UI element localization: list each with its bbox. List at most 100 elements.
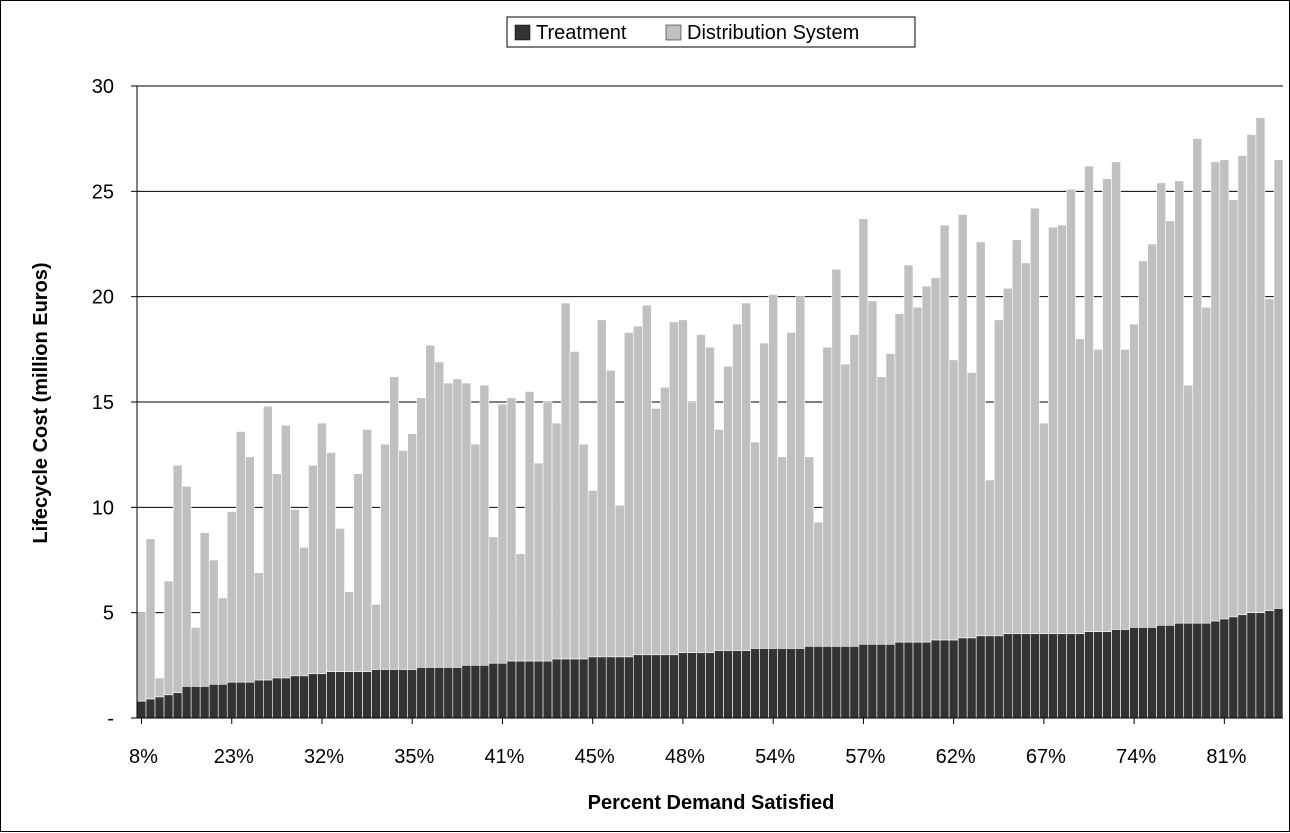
bar-treatment [190,686,201,719]
bar-treatment [975,635,986,719]
x-tick-label: 54% [755,746,795,768]
bar-treatment [876,643,887,719]
bar-distribution-system [903,264,914,643]
bar-distribution-system [632,325,643,656]
bar-distribution-system [299,547,309,677]
bar-treatment [912,641,923,719]
bar-treatment [1030,633,1040,719]
bar-treatment [1210,620,1221,719]
bar-distribution-system [723,365,733,651]
bar-treatment [705,652,715,719]
bar-treatment [813,646,824,719]
bar-treatment [1228,616,1239,719]
bar-distribution-system [560,302,571,660]
bar-distribution-system [1264,298,1275,611]
bar-distribution-system [1120,349,1130,630]
bar-distribution-system [1156,182,1166,626]
bar-distribution-system [759,342,769,649]
bar-treatment [1011,633,1022,719]
x-tick-label: 32% [304,746,344,768]
bar-distribution-system [1039,422,1049,635]
bar-distribution-system [1021,262,1031,635]
y-tick-label: - [107,708,114,730]
bar-distribution-system [1084,165,1094,632]
bar-distribution-system [145,538,156,700]
bar-distribution-system [335,528,345,672]
bar-treatment [1255,612,1266,719]
bar-treatment [1057,633,1067,719]
bar-distribution-system [732,323,742,651]
bar-distribution-system [741,302,751,651]
bar-distribution-system [235,431,246,683]
bar-distribution-system [389,376,399,670]
bar-distribution-system [506,397,517,662]
bar-distribution-system [407,433,418,670]
bar-distribution-system [425,344,436,668]
bar-distribution-system [957,214,968,639]
bar-distribution-system [1228,199,1239,618]
bar-treatment [777,648,788,719]
bar-distribution-system [786,332,797,649]
bar-treatment [966,637,977,719]
bar-treatment [524,660,535,719]
bar-distribution-system [696,334,706,653]
bar-treatment [416,667,427,719]
bar-treatment [660,654,670,719]
bar-distribution-system [813,521,824,647]
bar-treatment [308,673,318,719]
bar-distribution-system [154,677,165,698]
bar-distribution-system [533,462,544,662]
bar-treatment [1237,614,1248,719]
bar-distribution-system [605,370,616,658]
bar-treatment [1002,633,1013,719]
bar-treatment [849,646,860,719]
bar-treatment [894,641,905,719]
x-tick-label: 62% [936,746,976,768]
bar-distribution-system [344,591,354,672]
bar-distribution-system [244,456,255,683]
bar-treatment [605,656,616,719]
bar-treatment [1147,627,1157,719]
bar-distribution-system [1066,188,1076,635]
bar-distribution-system [398,450,409,670]
y-tick-label: 30 [92,76,114,98]
bar-distribution-system [1219,159,1230,620]
bar-treatment [344,671,354,719]
bar-distribution-system [308,464,318,675]
bar-treatment [1084,631,1094,719]
bar-treatment [993,635,1004,719]
legend-box [506,16,916,48]
bar-treatment [560,658,571,719]
bar-distribution-system [1165,220,1176,626]
bar-treatment [326,671,336,719]
bar-distribution-system [1093,349,1103,632]
bar-treatment [669,654,679,719]
bar-distribution-system [939,224,950,641]
legend-label-treatment: Treatment [536,22,627,44]
bar-distribution-system [840,363,851,647]
bar-treatment [885,643,896,719]
bar-treatment [948,639,959,719]
bar-treatment [380,669,390,719]
legend-label-distribution-system: Distribution System [687,22,859,44]
bar-treatment [488,662,499,719]
bar-treatment [1192,622,1203,719]
bar-treatment [281,677,291,719]
bar-treatment [741,650,751,719]
bar-treatment [515,660,526,719]
bar-distribution-system [705,346,715,653]
bars [136,117,1284,719]
bar-treatment [569,658,580,719]
bar-treatment [732,650,742,719]
bar-distribution-system [1048,226,1058,635]
bar-treatment [687,652,697,719]
bar-distribution-system [1183,384,1194,624]
bar-treatment [163,694,174,719]
bar-distribution-system [479,384,490,666]
bar-distribution-system [208,559,219,685]
bar-distribution-system [497,403,508,664]
bar-treatment [714,650,724,719]
bar-treatment [551,658,562,719]
bar-treatment [443,667,454,719]
